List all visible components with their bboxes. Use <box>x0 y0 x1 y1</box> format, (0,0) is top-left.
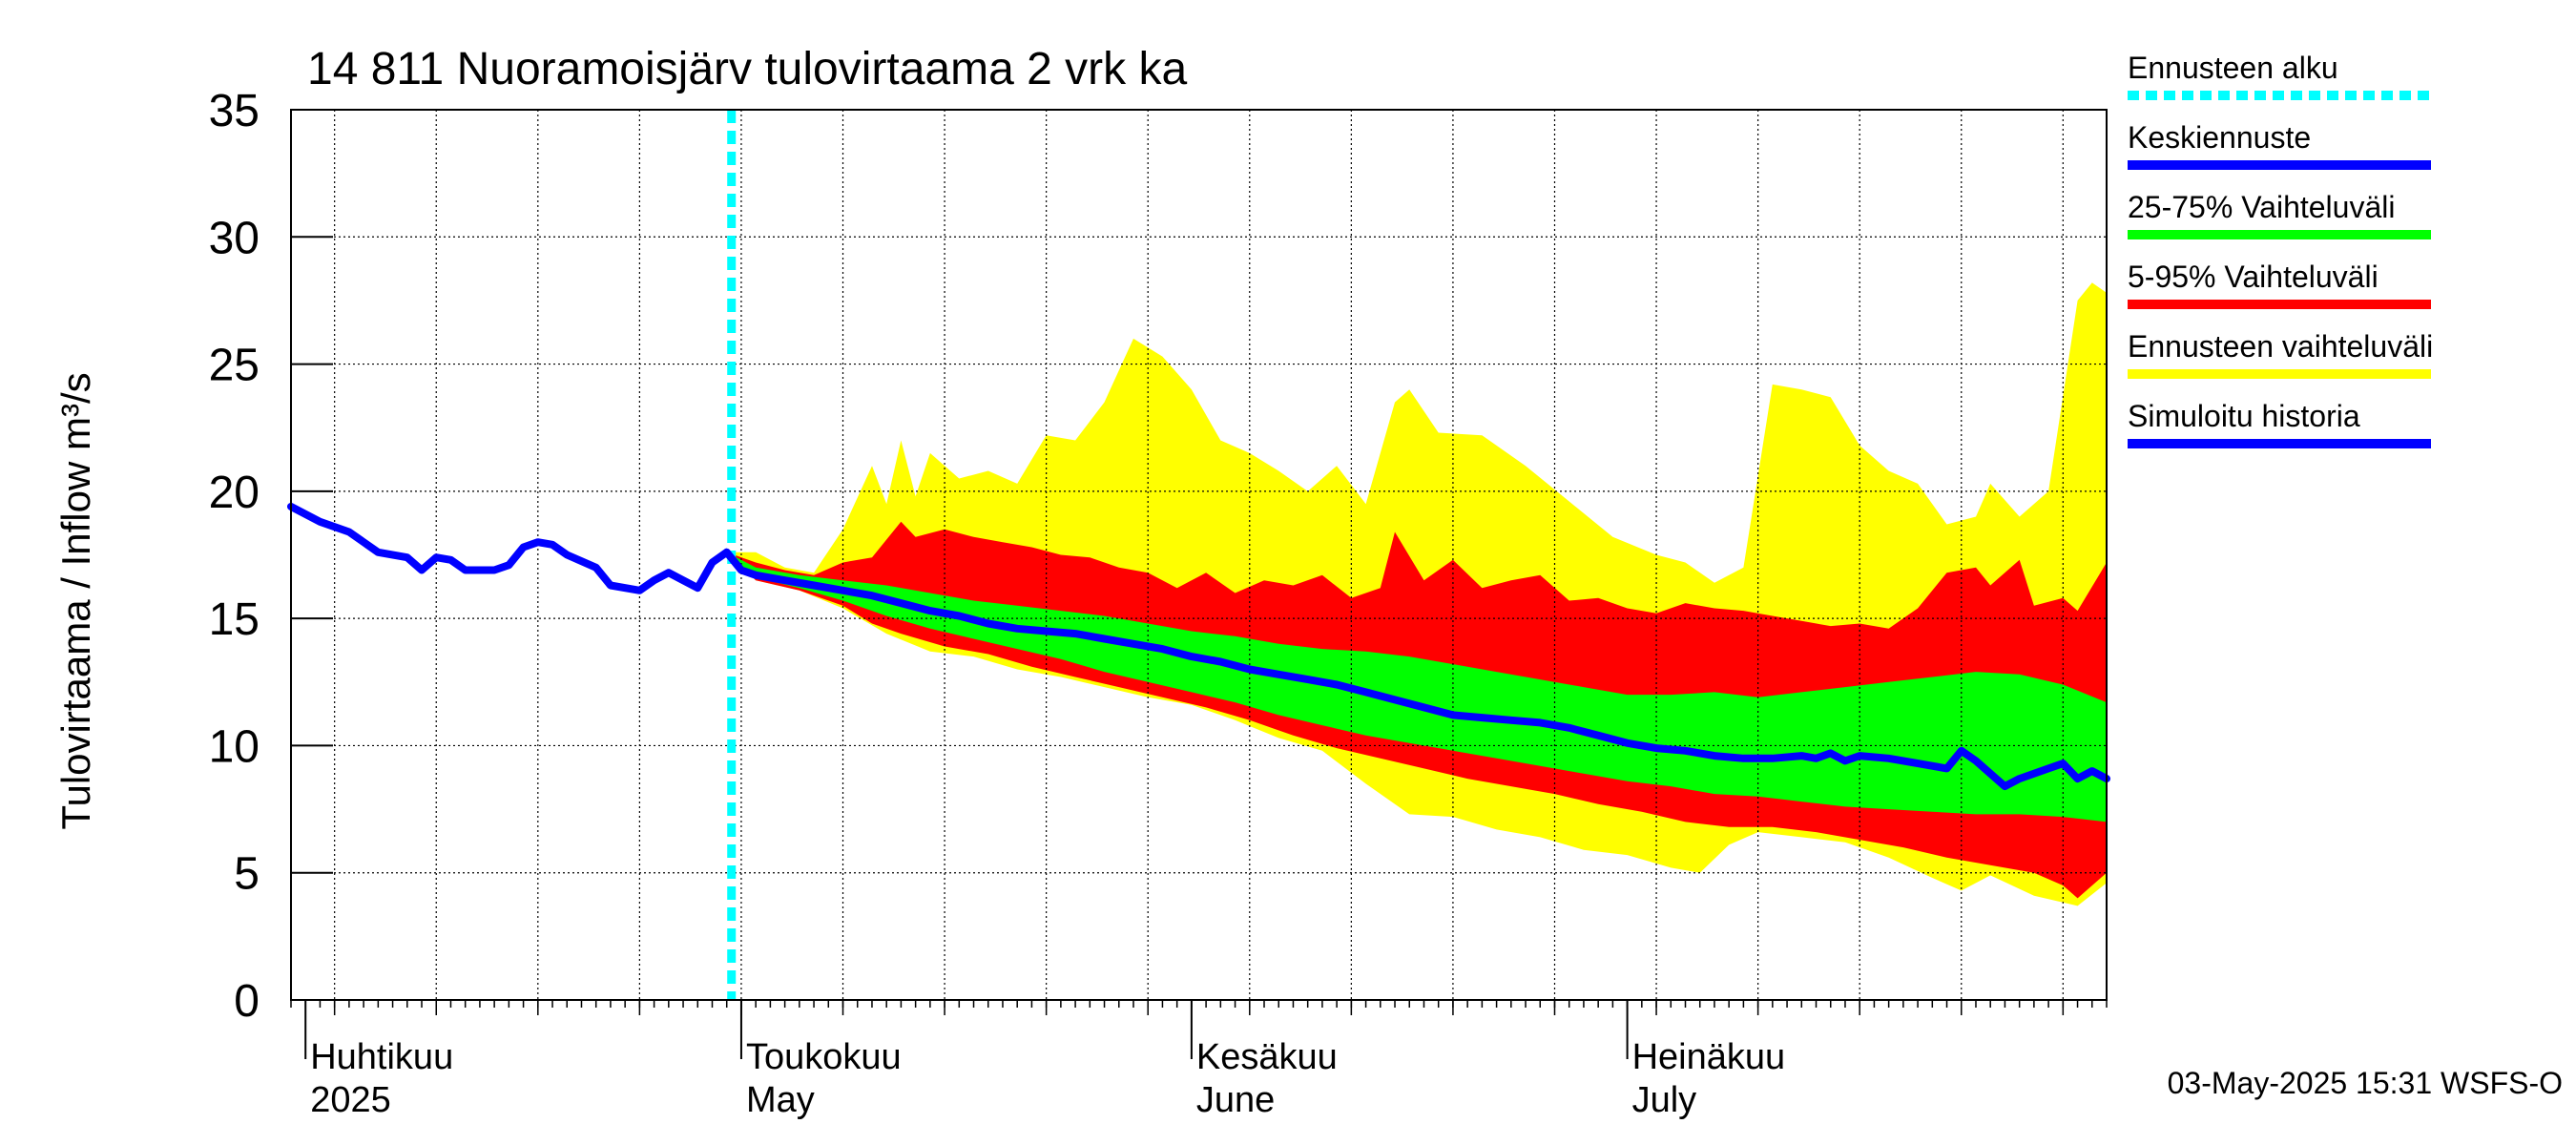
y-tick-label: 5 <box>234 849 260 900</box>
month-label-en: May <box>746 1080 815 1120</box>
month-label-fi: Heinäkuu <box>1632 1037 1786 1077</box>
series-simuloitu-historia <box>287 502 731 594</box>
y-tick-label: 20 <box>209 468 260 518</box>
y-tick-label: 15 <box>209 594 260 645</box>
legend-label: Simuloitu historia <box>2128 399 2360 433</box>
legend-label: Ennusteen vaihteluväli <box>2128 329 2433 364</box>
month-label-fi: Toukokuu <box>746 1037 902 1077</box>
month-label-fi: Huhtikuu <box>310 1037 453 1077</box>
month-label-fi: Kesäkuu <box>1196 1037 1338 1077</box>
band-25-75-vaihteluv-li <box>726 552 2108 822</box>
month-label-en: June <box>1196 1080 1275 1120</box>
y-axis-label: Tulovirtaama / Inflow m³/s <box>53 372 98 829</box>
y-tick-label: 0 <box>234 976 260 1027</box>
legend: Ennusteen alku Keskiennuste 25-75% Vaihtel… <box>2128 51 2433 448</box>
forecast-bands <box>726 282 2108 906</box>
axes: 05101520253035Huhtikuu2025ToukokuuMayKes… <box>209 86 2108 1120</box>
grid-lines <box>291 109 2107 1000</box>
legend-label: Ennusteen alku <box>2128 51 2338 85</box>
y-tick-label: 10 <box>209 721 260 772</box>
month-label-en: July <box>1632 1080 1697 1120</box>
legend-label: 25-75% Vaihteluväli <box>2128 190 2395 224</box>
series-keskiennuste <box>722 548 2110 791</box>
y-tick-label: 35 <box>209 86 260 136</box>
series-lines <box>287 110 2110 1000</box>
legend-label: 5-95% Vaihteluväli <box>2128 260 2379 294</box>
legend-label: Keskiennuste <box>2128 120 2311 155</box>
plot-frame <box>290 109 2108 1001</box>
y-tick-label: 25 <box>209 341 260 391</box>
y-tick-label: 30 <box>209 213 260 263</box>
month-label-en: 2025 <box>310 1080 391 1120</box>
chart-title: 14 811 Nuoramoisjärv tulovirtaama 2 vrk … <box>307 44 1187 94</box>
footer-timestamp: 03-May-2025 15:31 WSFS-O <box>2168 1066 2563 1100</box>
